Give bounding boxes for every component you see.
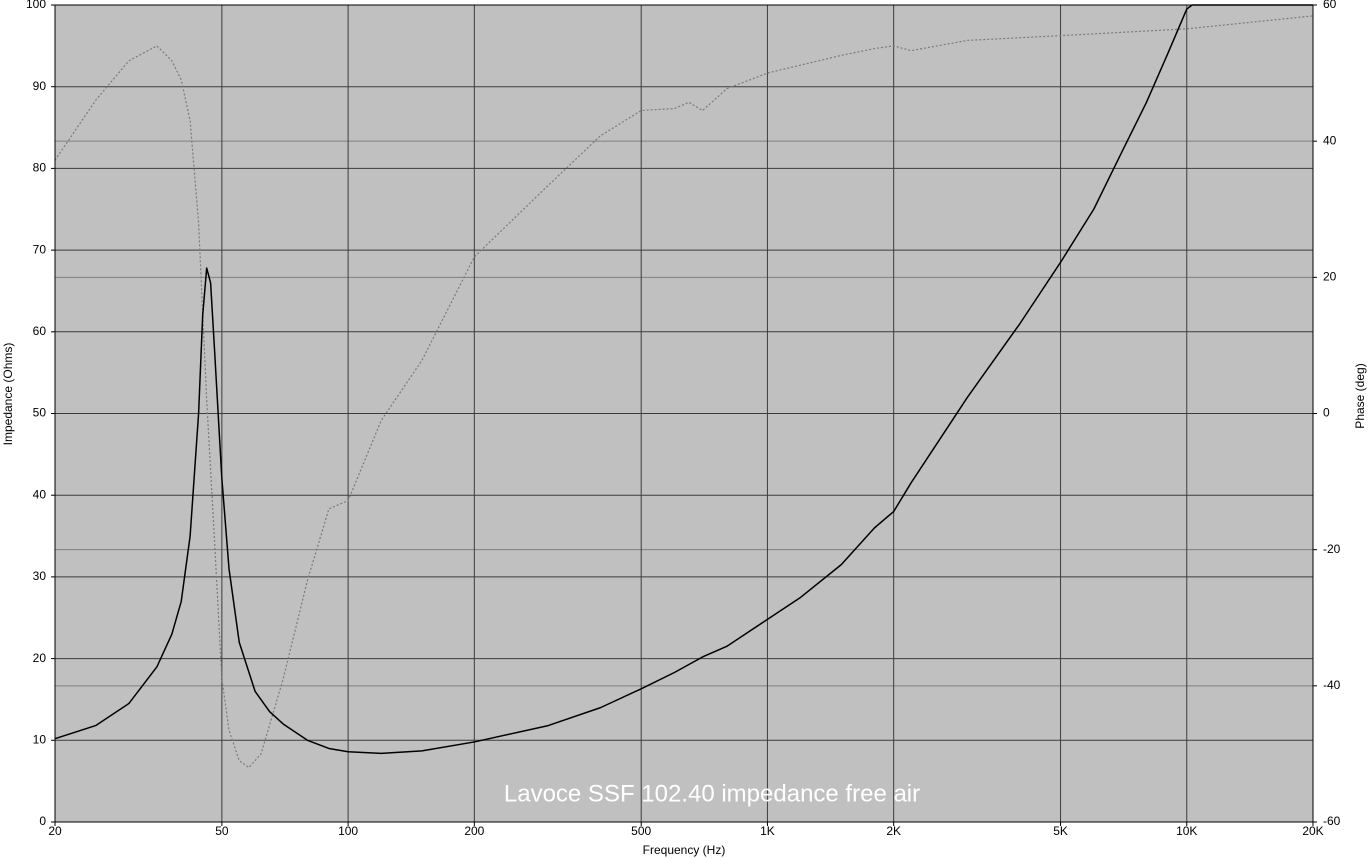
y-tick-label: 20: [33, 651, 47, 665]
x-tick-label: 2K: [886, 824, 901, 838]
y2-tick-label: 60: [1323, 0, 1337, 11]
y2-tick-label: -40: [1323, 678, 1341, 692]
y-tick-label: 0: [39, 814, 46, 828]
y-tick-label: 80: [33, 161, 47, 175]
plot-border: [54, 4, 1314, 823]
series-line: [54, 4, 1313, 755]
x-tick-label: 200: [464, 824, 484, 838]
y-tick-label: 60: [33, 324, 47, 338]
y-tick-label: 100: [26, 0, 46, 11]
y2-tick-label: -20: [1323, 542, 1341, 556]
y-tick-label: 90: [33, 79, 47, 93]
y-tick-label: 70: [33, 242, 47, 256]
y2-tick-label: 0: [1323, 406, 1330, 420]
y-tick-label: 30: [33, 569, 47, 583]
x-axis-label: Frequency (Hz): [643, 843, 726, 857]
series-line: [54, 15, 1314, 769]
y2-tick-label: -60: [1323, 814, 1341, 828]
x-tick-label: 10K: [1176, 824, 1197, 838]
y2-tick-label: 20: [1323, 270, 1337, 284]
y-tick-label: 10: [33, 732, 47, 746]
y2-tick-label: 40: [1323, 133, 1337, 147]
x-tick-label: 5K: [1053, 824, 1068, 838]
y2-axis-label: Phase (deg): [1353, 363, 1367, 428]
x-tick-label: 1K: [760, 824, 775, 838]
x-tick-label: 100: [338, 824, 358, 838]
chart-title: Lavoce SSF 102.40 impedance free air: [504, 780, 920, 807]
x-tick-label: 20: [48, 824, 62, 838]
y-tick-label: 40: [33, 487, 47, 501]
x-tick-label: 500: [631, 824, 651, 838]
x-tick-label: 20K: [1302, 824, 1323, 838]
y-axis-label: Impedance (Ohms): [1, 343, 15, 446]
x-tick-label: 50: [215, 824, 229, 838]
y-tick-label: 50: [33, 406, 47, 420]
